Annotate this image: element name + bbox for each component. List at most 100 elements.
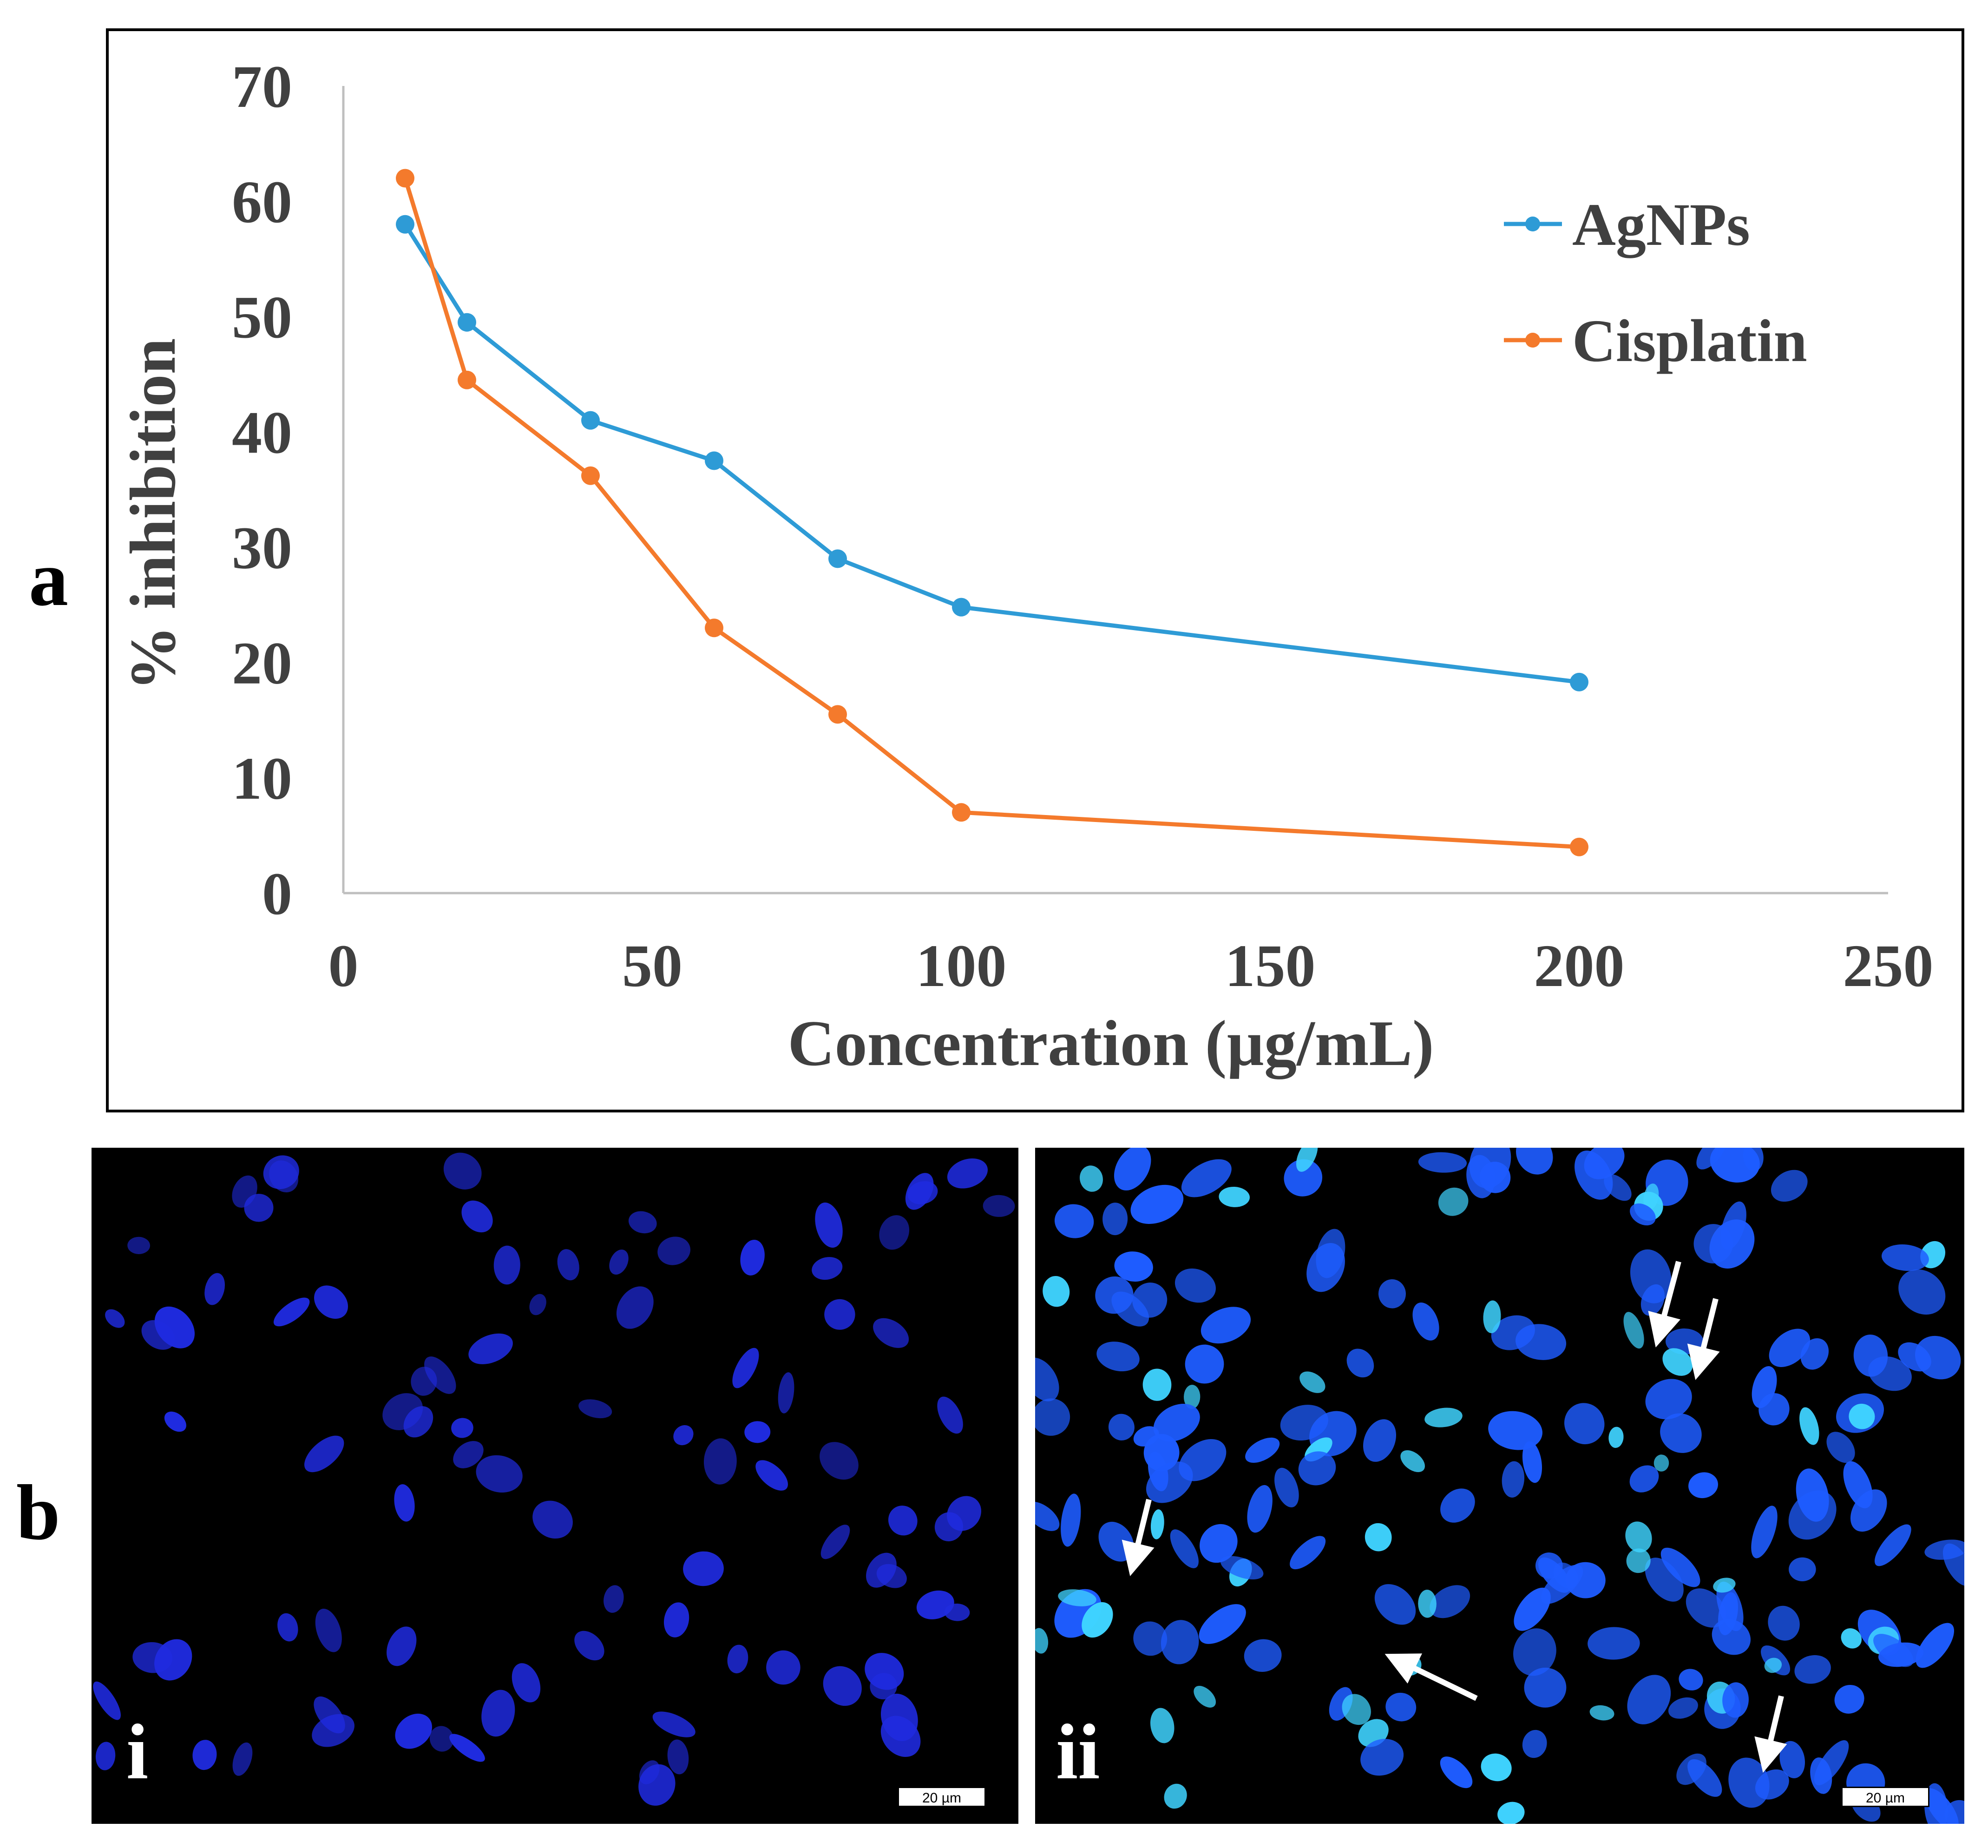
apoptotic-nucleus (1849, 1403, 1875, 1429)
nucleus (1378, 1279, 1406, 1309)
nucleus (1916, 1623, 1955, 1668)
nucleus (1834, 1684, 1864, 1714)
nucleus (880, 1693, 918, 1741)
nucleus (574, 1631, 604, 1661)
apoptotic-nucleus (1713, 1578, 1736, 1593)
nucleus (394, 1484, 415, 1522)
nucleus (820, 1525, 850, 1559)
nucleus (1660, 1413, 1702, 1453)
x-tick-label: 250 (1843, 933, 1934, 1000)
apoptotic-nucleus (1082, 1602, 1113, 1638)
data-point-cisplatin (705, 618, 723, 638)
y-tick-label: 60 (232, 169, 292, 236)
nucleus (529, 1294, 546, 1315)
nucleus (1768, 1605, 1800, 1641)
y-tick-label: 50 (232, 284, 292, 351)
nucleus (1743, 1148, 1764, 1171)
data-point-agnps (458, 313, 476, 332)
nucleus (1199, 1604, 1246, 1644)
nucleus (263, 1155, 299, 1190)
legend-label-cisplatin: Cisplatin (1572, 308, 1807, 375)
nucleus (727, 1644, 748, 1674)
nucleus (1360, 1739, 1404, 1776)
legend-marker-agnps (1525, 217, 1540, 231)
nucleus (315, 1608, 342, 1652)
nucleus (673, 1425, 694, 1446)
apoptotic-nucleus (1219, 1186, 1250, 1207)
data-point-agnps (952, 598, 971, 617)
x-tick-label: 100 (916, 933, 1007, 1000)
nucleus (1728, 1757, 1770, 1808)
nucleus (277, 1613, 298, 1642)
nucleus (1522, 1441, 1542, 1483)
nucleus (628, 1211, 657, 1234)
apoptotic-nucleus (1400, 1450, 1425, 1473)
nucleus (1645, 1379, 1692, 1420)
scale-bar-ii: 20 µm (1841, 1787, 1929, 1807)
apoptotic-nucleus (1623, 1312, 1644, 1349)
nucleus (1061, 1493, 1081, 1547)
nucleus (1524, 1667, 1567, 1708)
legend-marker-cisplatin (1525, 333, 1540, 348)
nucleus (1108, 1414, 1135, 1440)
nucleus (873, 1318, 909, 1348)
nucleus (1385, 1692, 1417, 1722)
nucleus (304, 1435, 344, 1473)
nucleus (604, 1585, 624, 1613)
nucleus (870, 1673, 898, 1700)
nucleus (652, 1711, 695, 1737)
nucleus (1771, 1170, 1808, 1202)
nucleus (824, 1299, 855, 1330)
arrow-icon (1384, 1653, 1478, 1701)
apoptotic-nucleus (1035, 1628, 1049, 1654)
nucleus (314, 1285, 348, 1319)
nucleus (1679, 1669, 1703, 1690)
panel-b-label: b (16, 1469, 60, 1556)
chart-frame: 0 10 20 30 40 50 60 70 0 50 100 150 200 250 Concentra… (106, 28, 1964, 1112)
nucleus (1853, 1335, 1888, 1377)
nucleus (1565, 1562, 1606, 1598)
nucleus (703, 1438, 737, 1485)
nucleus (1630, 1203, 1656, 1226)
apoptotic-nucleus (1662, 1348, 1693, 1376)
data-point-agnps (396, 215, 414, 234)
nucleus (1298, 1451, 1336, 1486)
nucleus (1693, 1224, 1733, 1264)
nucleus (638, 1764, 676, 1806)
nucleus (387, 1626, 417, 1666)
apoptotic-nucleus (1058, 1589, 1096, 1606)
nucleus (1095, 1276, 1134, 1314)
nucleus (1170, 1529, 1199, 1568)
nucleus (154, 1306, 195, 1348)
nucleus (1220, 1556, 1264, 1580)
nucleus (1153, 1404, 1200, 1442)
nucleus (578, 1399, 612, 1419)
nucleus (983, 1195, 1015, 1217)
nucleus (95, 1742, 116, 1770)
nucleus (820, 1442, 859, 1480)
x-tick-label: 0 (328, 933, 359, 1000)
nucleus (667, 1739, 689, 1775)
nucleus (443, 1152, 482, 1190)
y-tick-label: 40 (232, 399, 292, 466)
nucleus (683, 1551, 724, 1586)
nucleus (395, 1713, 433, 1749)
apoptotic-nucleus (1418, 1590, 1437, 1618)
nucleus (1247, 1485, 1273, 1533)
nucleus (778, 1372, 794, 1414)
apoptotic-nucleus (1194, 1685, 1216, 1708)
y-tick-label: 20 (232, 630, 292, 697)
x-tick-label: 200 (1534, 933, 1625, 1000)
nucleus (1114, 1251, 1153, 1282)
y-tick-label: 0 (262, 861, 292, 927)
nucleus (823, 1666, 862, 1706)
nucleus (1200, 1524, 1238, 1563)
nucleus (1133, 1426, 1159, 1447)
nucleus (1114, 1148, 1151, 1190)
arrow-icon (1687, 1298, 1720, 1380)
nucleus (815, 1202, 843, 1248)
nucleus (204, 1273, 225, 1305)
nucleus (1316, 1229, 1345, 1278)
panel-b-ii-label: ii (1056, 1708, 1100, 1795)
apoptotic-nucleus (1626, 1548, 1651, 1573)
